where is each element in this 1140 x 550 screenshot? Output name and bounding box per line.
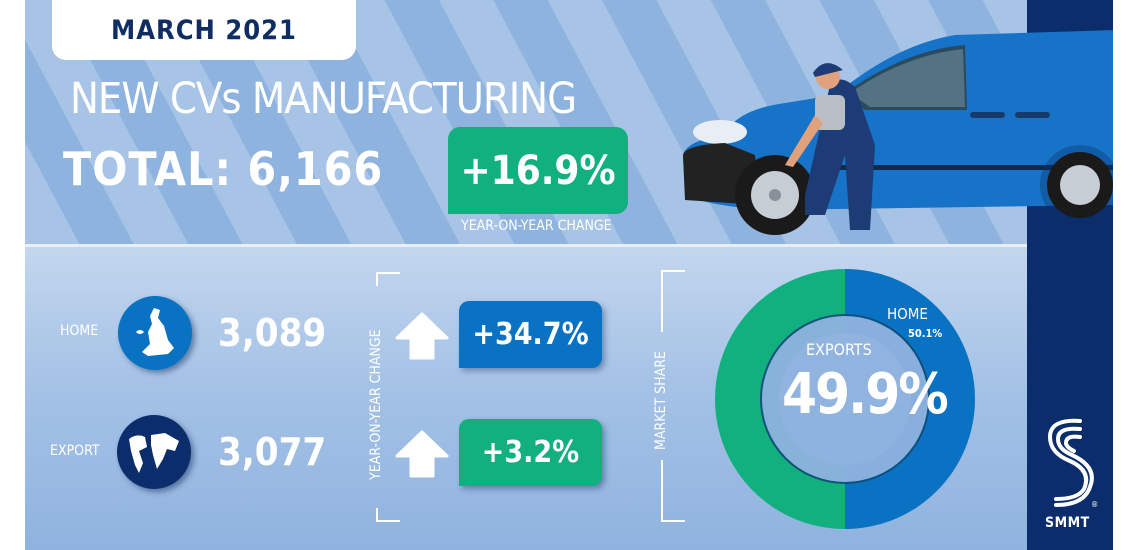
up-arrow-icon — [395, 430, 449, 478]
market-share-label: MARKET SHARE — [653, 351, 669, 450]
infographic: MARCH 2021 NEW CVs MANUFACTURING TOTAL: … — [25, 0, 1113, 550]
home-yoy-value: +34.7% — [472, 317, 589, 352]
export-yoy-value: +3.2% — [481, 435, 580, 470]
home-yoy-badge: +34.7% — [459, 301, 602, 368]
svg-text:®: ® — [1091, 500, 1098, 509]
export-yoy-badge: +3.2% — [459, 419, 602, 486]
total-yoy-badge: +16.9% — [448, 127, 628, 214]
date-text: MARCH 2021 — [111, 14, 297, 46]
yoy-bracket-bottom-corner — [376, 508, 400, 522]
exports-share-value: 49.9% — [782, 362, 949, 427]
export-count: 3,077 — [218, 430, 327, 474]
share-bracket-top — [661, 270, 685, 332]
uk-map-icon — [118, 296, 192, 370]
home-share-value: 50.1% — [908, 327, 943, 340]
exports-share-label: EXPORTS — [806, 340, 872, 359]
total-yoy-value: +16.9% — [460, 147, 616, 194]
home-label: HOME — [60, 323, 99, 339]
total-count: TOTAL: 6,166 — [63, 142, 384, 196]
yoy-bracket-top-corner — [376, 272, 400, 286]
export-label: EXPORT — [50, 443, 100, 459]
date-badge: MARCH 2021 — [52, 0, 356, 60]
home-share-label: HOME — [887, 305, 928, 323]
total-yoy-caption: YEAR-ON-YEAR CHANGE — [461, 218, 612, 234]
globe-icon — [117, 415, 191, 489]
page-title: NEW CVs MANUFACTURING — [70, 74, 577, 124]
home-count: 3,089 — [218, 311, 327, 355]
yoy-section-label: YEAR-ON-YEAR CHANGE — [368, 329, 384, 480]
share-bracket-bottom — [661, 460, 685, 522]
section-divider — [25, 244, 1027, 247]
smmt-brand-name: SMMT — [1045, 515, 1090, 531]
van-mechanic-illustration — [683, 30, 1113, 235]
smmt-logo-icon: ® — [1047, 418, 1098, 509]
up-arrow-icon — [395, 312, 449, 360]
market-share-donut-chart — [715, 269, 975, 529]
